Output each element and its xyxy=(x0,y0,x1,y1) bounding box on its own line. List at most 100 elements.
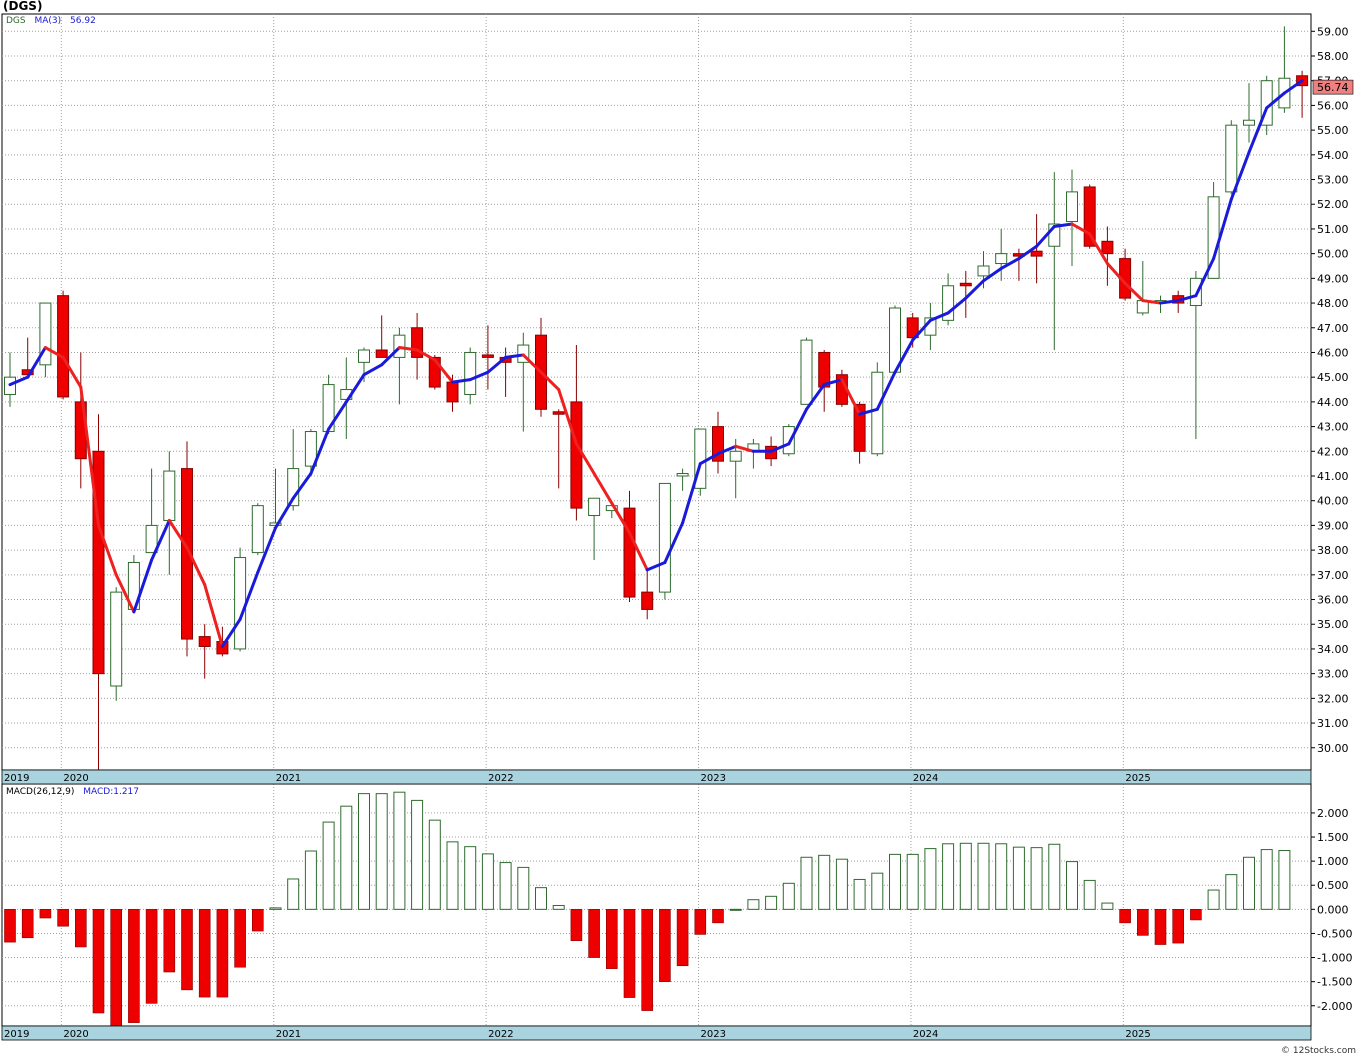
price-tick-label: 51.00 xyxy=(1317,223,1349,236)
ma-segment xyxy=(238,570,260,621)
ma-segment xyxy=(557,388,578,446)
macd-bar xyxy=(252,909,264,932)
ma-segment xyxy=(415,348,437,362)
price-tick-label: 53.00 xyxy=(1317,174,1349,187)
price-tick-label: 54.00 xyxy=(1317,149,1349,162)
macd-bar xyxy=(1119,909,1131,924)
macd-bar xyxy=(4,909,16,943)
macd-bar xyxy=(145,909,158,1004)
chart-title: (DGS) xyxy=(3,0,43,13)
price-tick-label: 42.00 xyxy=(1317,445,1349,458)
candle-body xyxy=(304,431,317,467)
axes: 30.00 31.00 32.00 33.00 34.00 35.00 36.00 37.00… xyxy=(1,25,1352,1041)
ma-segment xyxy=(1194,257,1216,298)
ma-segment xyxy=(663,521,685,564)
ma-segment xyxy=(681,462,702,525)
price-tick-label: 34.00 xyxy=(1317,643,1349,656)
price-tick-label: 58.00 xyxy=(1317,50,1349,63)
macd-bar xyxy=(835,858,848,910)
ma-segment xyxy=(805,383,826,411)
macd-bar xyxy=(163,909,176,973)
price-tick-label: 44.00 xyxy=(1317,396,1349,409)
year-tick-label: 2024 xyxy=(913,773,938,784)
ma-segment xyxy=(1017,244,1039,261)
macd-bar xyxy=(128,909,140,1023)
macd-tick-label: 1.000 xyxy=(1317,855,1349,868)
macd-bar xyxy=(747,899,760,910)
price-tick-label: 52.00 xyxy=(1317,198,1349,211)
year-tick-label: 2019 xyxy=(4,1029,29,1040)
macd-bar xyxy=(623,909,636,998)
macd-bar xyxy=(782,882,795,910)
ma-segment xyxy=(1105,262,1127,285)
candle-body xyxy=(676,473,689,477)
candle-body xyxy=(1048,223,1061,247)
candle-body xyxy=(481,354,494,358)
ma-segment xyxy=(716,444,738,456)
macd-bar xyxy=(269,907,282,910)
ma-segment xyxy=(203,583,224,648)
ma-segment xyxy=(114,573,136,614)
candle-body xyxy=(287,468,300,507)
macd-bar xyxy=(712,909,724,924)
candle-body xyxy=(163,470,176,521)
candle-body xyxy=(110,591,123,687)
candle-body xyxy=(995,253,1008,265)
ma-segment xyxy=(698,452,720,466)
price-tick-label: 35.00 xyxy=(1317,618,1349,631)
last-price-badge: 56.74 xyxy=(1312,79,1354,95)
macd-bar xyxy=(1278,850,1291,910)
macd-legend-label: MACD(26,12,9) xyxy=(6,787,75,797)
macd-tick-label: -1.000 xyxy=(1317,952,1352,965)
ma-segment xyxy=(486,355,508,374)
candle-body xyxy=(358,349,370,363)
macd-bar xyxy=(1048,843,1061,910)
ma-segment xyxy=(380,346,401,367)
candle-body xyxy=(1101,240,1114,255)
price-tick-label: 36.00 xyxy=(1317,594,1349,607)
macd-bar xyxy=(1083,879,1096,910)
ma-segment xyxy=(1035,224,1056,248)
macd-bar xyxy=(676,909,689,967)
ma-segment xyxy=(964,279,985,300)
ma-segment xyxy=(787,407,808,446)
macd-bar xyxy=(216,909,229,998)
year-tick-label: 2021 xyxy=(276,1029,301,1040)
ma-segment xyxy=(274,496,295,530)
macd-bar xyxy=(1030,847,1043,910)
ma-segment xyxy=(132,558,154,614)
candle-body xyxy=(959,282,972,287)
ma-segment xyxy=(574,442,596,476)
macd-bar xyxy=(1172,909,1184,944)
candle-body xyxy=(464,351,477,395)
candle-body xyxy=(782,426,795,455)
price-panel-frame xyxy=(1,13,1312,771)
price-tick-label: 46.00 xyxy=(1317,346,1349,359)
price-tick-label: 56.00 xyxy=(1317,99,1349,112)
ma-line xyxy=(8,79,1304,648)
macd-bar xyxy=(375,793,388,910)
price-tick-label: 47.00 xyxy=(1317,322,1349,335)
ma-segment xyxy=(1282,79,1304,95)
macd-bar xyxy=(1137,909,1149,936)
ma-segment xyxy=(840,378,862,416)
candle-body xyxy=(145,524,158,554)
macd-bar xyxy=(871,872,884,910)
year-tick-label: 2021 xyxy=(276,773,301,784)
macd-bar xyxy=(340,805,353,910)
macd-bar xyxy=(818,854,831,910)
ma-segment xyxy=(256,526,277,574)
macd-bar xyxy=(287,878,300,910)
date-axis-band xyxy=(1,1025,1312,1041)
macd-bar xyxy=(942,843,955,910)
macd-bar xyxy=(959,842,972,910)
price-grid xyxy=(1,13,1312,771)
ma-segment xyxy=(893,338,915,374)
ma-segment xyxy=(1052,222,1074,228)
candle-body xyxy=(1225,124,1238,193)
price-tick-label: 40.00 xyxy=(1317,495,1349,508)
macd-bar xyxy=(889,853,901,910)
legend-ma-value: 56.92 xyxy=(70,16,96,26)
candle-body xyxy=(428,356,441,388)
price-tick-label: 50.00 xyxy=(1317,248,1349,261)
